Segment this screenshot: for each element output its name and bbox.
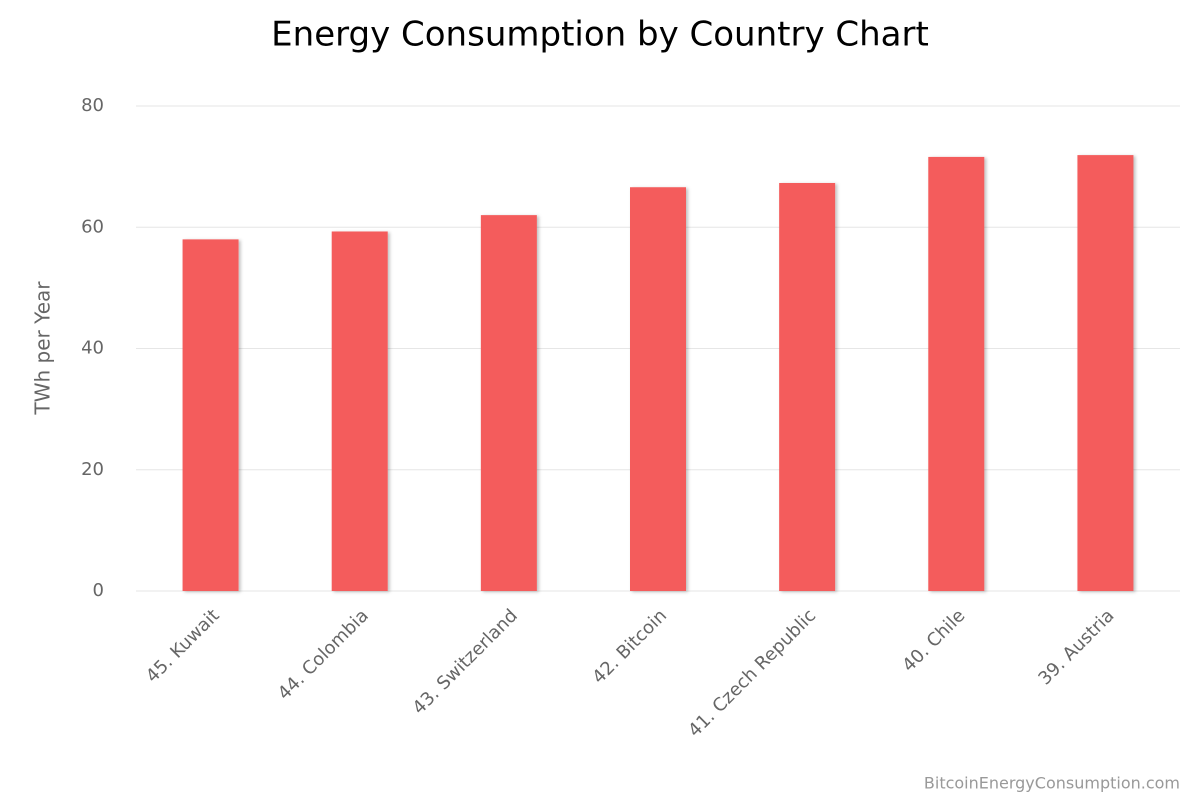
x-tick-label: 45. Kuwait	[142, 605, 224, 687]
y-tick-label: 0	[93, 580, 104, 601]
bar	[182, 239, 239, 591]
x-tick-label: 41. Czech Republic	[684, 605, 820, 741]
y-tick-label: 20	[81, 459, 104, 480]
bar	[1077, 155, 1134, 591]
y-axis-label: TWh per Year	[31, 281, 55, 416]
chart-title: Energy Consumption by Country Chart	[271, 15, 929, 55]
x-tick-label: 43. Switzerland	[409, 605, 522, 718]
bar	[480, 215, 537, 591]
y-tick-label: 60	[81, 216, 104, 237]
bar	[779, 182, 836, 591]
credits: BitcoinEnergyConsumption.com	[924, 774, 1180, 793]
x-tick-label: 42. Bitcoin	[588, 605, 671, 688]
x-tick-label: 40. Chile	[898, 605, 969, 676]
x-tick-label: 44. Colombia	[274, 605, 373, 704]
bar	[630, 187, 686, 592]
y-tick-label: 80	[81, 95, 104, 116]
bar	[331, 231, 388, 591]
bar	[928, 156, 985, 592]
y-tick-label: 40	[81, 338, 104, 359]
x-tick-label: 39. Austria	[1034, 605, 1118, 689]
